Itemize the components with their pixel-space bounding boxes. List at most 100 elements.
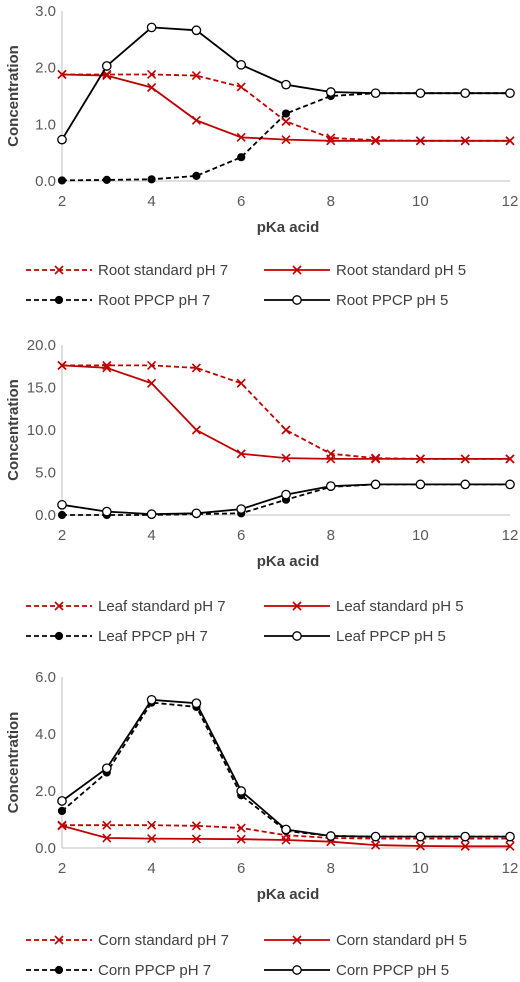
- data-point: [460, 841, 470, 851]
- x-tick-label: 12: [502, 193, 519, 210]
- x-tick-label: 10: [412, 527, 429, 544]
- series-3: [57, 698, 515, 841]
- data-point: [147, 378, 157, 388]
- y-axis-label: Concentration: [5, 45, 22, 147]
- series-line: [61, 92, 510, 182]
- x-tick-label: 10: [412, 193, 429, 210]
- data-point: [236, 59, 247, 70]
- x-tick-label: 8: [327, 527, 335, 544]
- series-4: [57, 22, 515, 145]
- legend-swatch-marker: [54, 265, 64, 275]
- data-point: [102, 820, 112, 830]
- legend-item: Corn standard pH 7: [26, 932, 229, 949]
- data-point: [146, 22, 157, 33]
- x-tick-label: 8: [327, 860, 335, 877]
- data-point: [191, 508, 202, 519]
- legend-label: Root standard pH 5: [336, 262, 466, 279]
- data-point: [57, 134, 67, 145]
- data-point: [146, 694, 157, 705]
- y-tick-label: 0.0: [35, 173, 56, 190]
- data-point: [281, 79, 291, 90]
- data-point: [415, 454, 425, 464]
- series-2: [57, 69, 515, 146]
- data-point: [102, 71, 112, 81]
- legend-item: Corn standard pH 5: [264, 932, 467, 949]
- y-tick-label: 5.0: [35, 465, 56, 482]
- legend-swatch-marker: [54, 965, 64, 975]
- data-point: [57, 510, 67, 520]
- data-point: [370, 88, 381, 99]
- legend-label: Leaf standard pH 7: [98, 598, 226, 615]
- legend-item: Corn PPCP pH 7: [26, 962, 211, 979]
- y-tick-label: 4.0: [35, 726, 56, 743]
- data-point: [460, 831, 471, 842]
- data-point: [281, 453, 291, 463]
- data-point: [57, 176, 67, 185]
- data-point: [415, 831, 426, 842]
- data-point: [460, 454, 470, 464]
- series-3: [57, 89, 515, 185]
- legend-label: Leaf PPCP pH 5: [336, 628, 446, 645]
- data-point: [57, 69, 67, 80]
- data-point: [505, 88, 515, 99]
- data-point: [326, 136, 336, 146]
- x-tick-label: 8: [327, 193, 335, 210]
- data-point: [281, 489, 291, 500]
- data-point: [505, 831, 515, 842]
- data-point: [236, 504, 247, 514]
- series-2: [57, 360, 515, 464]
- data-point: [281, 135, 291, 145]
- legend-item: Leaf PPCP pH 7: [26, 628, 208, 645]
- x-tick-label: 4: [147, 860, 155, 877]
- data-point: [191, 834, 201, 844]
- data-point: [237, 153, 246, 162]
- x-tick-label: 12: [502, 860, 519, 877]
- x-tick-label: 12: [502, 527, 519, 544]
- data-point: [505, 479, 515, 490]
- legend-item: Leaf standard pH 7: [26, 598, 226, 615]
- data-point: [415, 479, 426, 490]
- legend-label: Corn PPCP pH 5: [336, 962, 449, 979]
- data-point: [415, 88, 426, 99]
- legend-item: Root standard pH 7: [26, 262, 228, 279]
- data-point: [191, 115, 201, 125]
- legend-swatch-marker: [292, 631, 302, 641]
- data-point: [101, 763, 112, 774]
- legend-label: Root PPCP pH 5: [336, 292, 448, 309]
- data-point: [325, 831, 336, 841]
- data-point: [326, 454, 336, 464]
- series-line: [62, 73, 510, 142]
- data-point: [281, 425, 291, 435]
- legend-swatch-marker: [54, 935, 64, 945]
- series-line: [61, 698, 510, 838]
- x-tick-label: 6: [237, 527, 245, 544]
- y-axis-label: Concentration: [5, 379, 22, 481]
- data-point: [191, 425, 201, 435]
- legend-item: Leaf standard pH 5: [264, 598, 464, 615]
- data-point: [236, 449, 246, 459]
- x-tick-label: 10: [412, 860, 429, 877]
- data-point: [102, 833, 112, 843]
- y-tick-label: 10.0: [27, 422, 56, 439]
- legend-label: Corn standard pH 7: [98, 932, 229, 949]
- legend-label: Leaf PPCP pH 7: [98, 628, 208, 645]
- legend-swatch-marker: [54, 631, 64, 641]
- data-point: [57, 806, 67, 816]
- data-point: [460, 479, 471, 490]
- legend-label: Leaf standard pH 5: [336, 598, 464, 615]
- series-4: [57, 479, 515, 520]
- series-line: [61, 701, 510, 838]
- legend-swatch-marker: [54, 295, 64, 305]
- data-point: [236, 132, 246, 142]
- data-point: [281, 824, 291, 835]
- data-point: [147, 820, 157, 830]
- data-point: [460, 88, 471, 99]
- data-point: [236, 834, 246, 844]
- data-point: [147, 82, 157, 93]
- data-point: [147, 834, 157, 844]
- data-point: [370, 479, 381, 490]
- data-point: [191, 698, 202, 709]
- legend-label: Corn standard pH 5: [336, 932, 467, 949]
- data-point: [102, 175, 111, 184]
- data-point: [325, 87, 336, 97]
